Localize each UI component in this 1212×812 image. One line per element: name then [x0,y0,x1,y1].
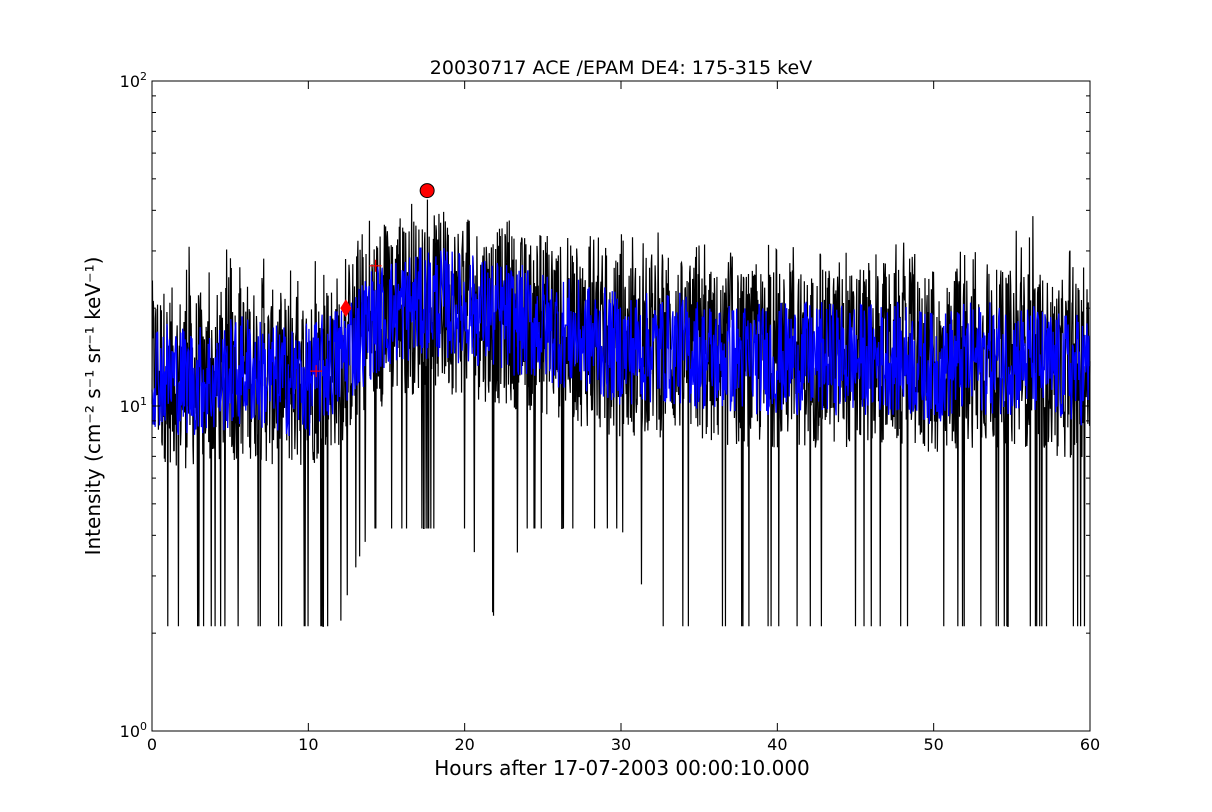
x-tick-label: 60 [1080,735,1100,754]
plot-area [151,183,1091,627]
marker-circle-0 [419,183,435,199]
y-tick-label: 102 [120,70,147,91]
x-tick-label: 30 [611,735,631,754]
chart-title: 20030717 ACE /EPAM DE4: 175-315 keV [430,57,812,79]
x-tick-label: 20 [454,735,474,754]
x-tick-label: 10 [298,735,318,754]
x-tick-label: 0 [147,735,157,754]
y-tick-label: 100 [120,720,147,741]
axis-ticks: 0 10 20 30 40 50 60 100 101 102 [120,70,1101,754]
x-tick-label: 50 [923,735,943,754]
marker-plus-2 [310,365,323,378]
x-tick-label: 40 [767,735,787,754]
x-axis-label: Hours after 17-07-2003 00:00:10.000 [434,756,810,780]
marker-diamond-1 [340,299,352,318]
y-tick-label: 101 [120,395,147,416]
series-line-smoothed [151,247,1091,437]
marker-plus-3 [369,259,382,272]
y-axis-label: Intensity (cm⁻² s⁻¹ sr⁻¹ keV⁻¹) [81,257,105,556]
